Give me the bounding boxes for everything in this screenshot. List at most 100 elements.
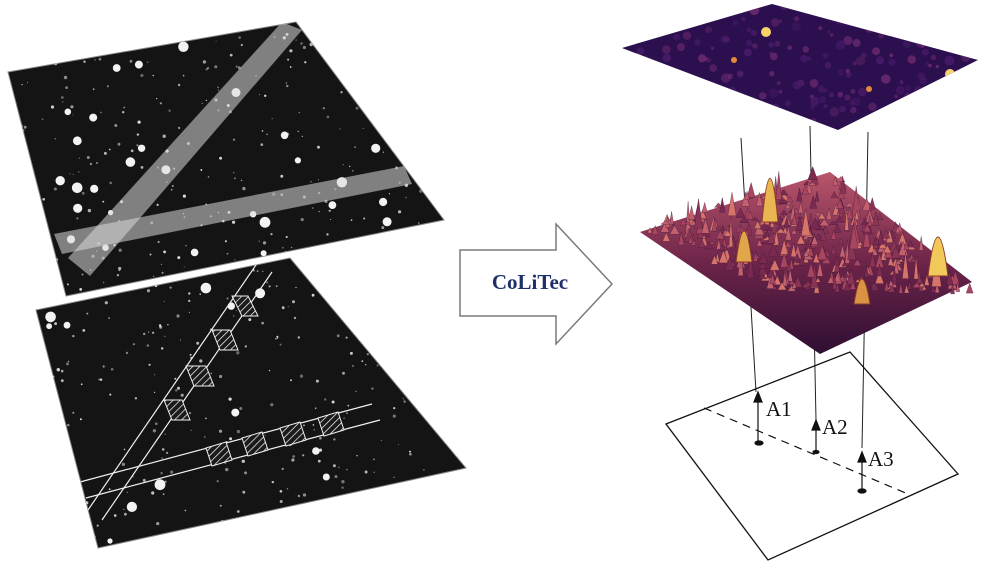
star — [72, 411, 75, 414]
heat-cell — [692, 125, 697, 130]
star — [365, 22, 367, 24]
star — [302, 45, 306, 50]
star — [425, 517, 428, 520]
surface-spike — [669, 224, 680, 235]
star — [418, 129, 420, 131]
star — [355, 77, 359, 81]
surface-spike — [715, 252, 720, 263]
star — [21, 84, 23, 86]
star — [190, 248, 199, 257]
star — [348, 268, 351, 270]
surface-spike — [678, 231, 685, 246]
star — [403, 112, 407, 116]
star — [109, 181, 112, 185]
star — [240, 43, 243, 47]
surface-spike — [843, 280, 852, 292]
star — [188, 299, 191, 303]
surface-spike — [839, 244, 846, 258]
star — [183, 266, 185, 268]
star — [399, 82, 403, 85]
surface-spike — [756, 239, 763, 247]
surface-spike — [905, 257, 913, 261]
surface-spike — [714, 202, 723, 208]
heat-cell — [769, 51, 773, 55]
surface-spike — [950, 283, 955, 295]
star — [312, 424, 315, 426]
heat-cell — [686, 13, 697, 23]
heat-cell — [626, 106, 631, 111]
star — [395, 37, 398, 40]
star — [437, 268, 441, 272]
heat-cell — [956, 24, 960, 29]
heat-cell — [928, 63, 932, 68]
star — [398, 210, 402, 214]
surface-spike — [867, 215, 873, 227]
star — [326, 233, 329, 236]
star — [430, 513, 434, 516]
star — [456, 278, 458, 281]
heat-cell — [858, 87, 867, 97]
star — [431, 105, 434, 108]
star — [376, 283, 379, 286]
star — [148, 331, 150, 333]
star — [153, 391, 156, 394]
star — [373, 471, 375, 473]
star — [124, 34, 127, 38]
heat-cell — [865, 4, 871, 8]
surface-spike — [910, 255, 917, 263]
star — [448, 380, 451, 383]
heat-cell — [778, 89, 783, 94]
star — [350, 219, 353, 222]
star — [176, 314, 180, 318]
star — [232, 138, 236, 141]
star — [270, 403, 274, 407]
surface-spike — [776, 224, 784, 230]
surface-spike — [684, 220, 691, 225]
star — [89, 162, 93, 166]
star — [338, 466, 340, 469]
heat-cell — [636, 47, 645, 55]
heat-cell — [823, 104, 828, 109]
star — [235, 539, 239, 543]
colitec-arrow: CoLiTec — [459, 222, 614, 346]
surface-spike — [724, 256, 735, 271]
star — [431, 399, 434, 403]
surface-spike — [913, 255, 919, 280]
surface-spike — [688, 205, 695, 220]
star — [339, 128, 341, 130]
heat-cell — [802, 46, 810, 53]
surface-spike — [876, 212, 884, 220]
surface-spike — [805, 234, 812, 249]
star — [231, 408, 240, 417]
star — [152, 74, 155, 77]
star — [9, 139, 13, 143]
heat-cell — [844, 94, 851, 101]
star — [149, 253, 152, 256]
star — [386, 495, 389, 497]
heat-cell — [649, 117, 659, 127]
star — [52, 443, 56, 447]
star — [123, 508, 125, 511]
heat-cell — [823, 88, 829, 93]
heat-cell — [792, 80, 802, 90]
heat-cell — [907, 55, 916, 64]
star — [190, 429, 192, 431]
surface-peak — [853, 278, 871, 305]
star — [122, 43, 125, 47]
star — [260, 250, 267, 257]
heat-cell — [691, 11, 700, 20]
heat-cell — [769, 88, 779, 98]
heat-cell — [778, 19, 783, 23]
surface-spike — [769, 259, 780, 271]
heat-cell — [888, 58, 896, 66]
star — [181, 546, 185, 548]
star — [446, 329, 449, 333]
star — [177, 256, 181, 260]
heat-cell — [677, 17, 688, 28]
surface-spike — [703, 241, 715, 250]
star — [405, 196, 407, 199]
star — [352, 170, 354, 172]
star — [404, 266, 406, 268]
star — [241, 179, 243, 181]
heat-cell — [837, 69, 845, 77]
